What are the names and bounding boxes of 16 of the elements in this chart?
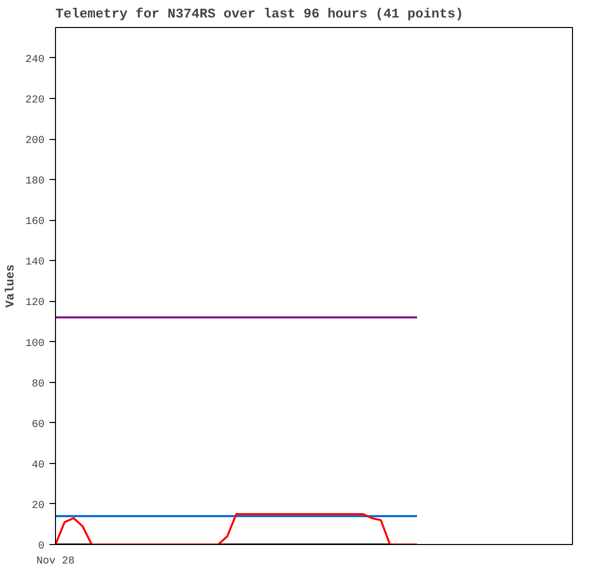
- y-tick-label: 100: [25, 338, 45, 350]
- y-tick-label: 0: [38, 540, 45, 552]
- y-tick-label: 220: [25, 94, 45, 106]
- y-tick-label: 200: [25, 135, 45, 148]
- y-tick-label: 80: [32, 378, 45, 390]
- y-tick-label: 240: [25, 54, 45, 66]
- y-axis-title: Values: [3, 264, 18, 308]
- y-tick-label: 180: [25, 176, 45, 188]
- y-tick-label: 140: [25, 256, 45, 269]
- y-tick-label: 20: [32, 500, 45, 512]
- chart-title: Telemetry for N374RS over last 96 hours (41 points): [56, 8, 464, 22]
- y-tick-label: 120: [25, 297, 45, 310]
- y-tick-label: 60: [32, 418, 45, 431]
- y-tick-label: 160: [25, 216, 45, 228]
- y-tick-label: 40: [32, 459, 45, 472]
- x-tick-label: Nov 28: [36, 556, 75, 568]
